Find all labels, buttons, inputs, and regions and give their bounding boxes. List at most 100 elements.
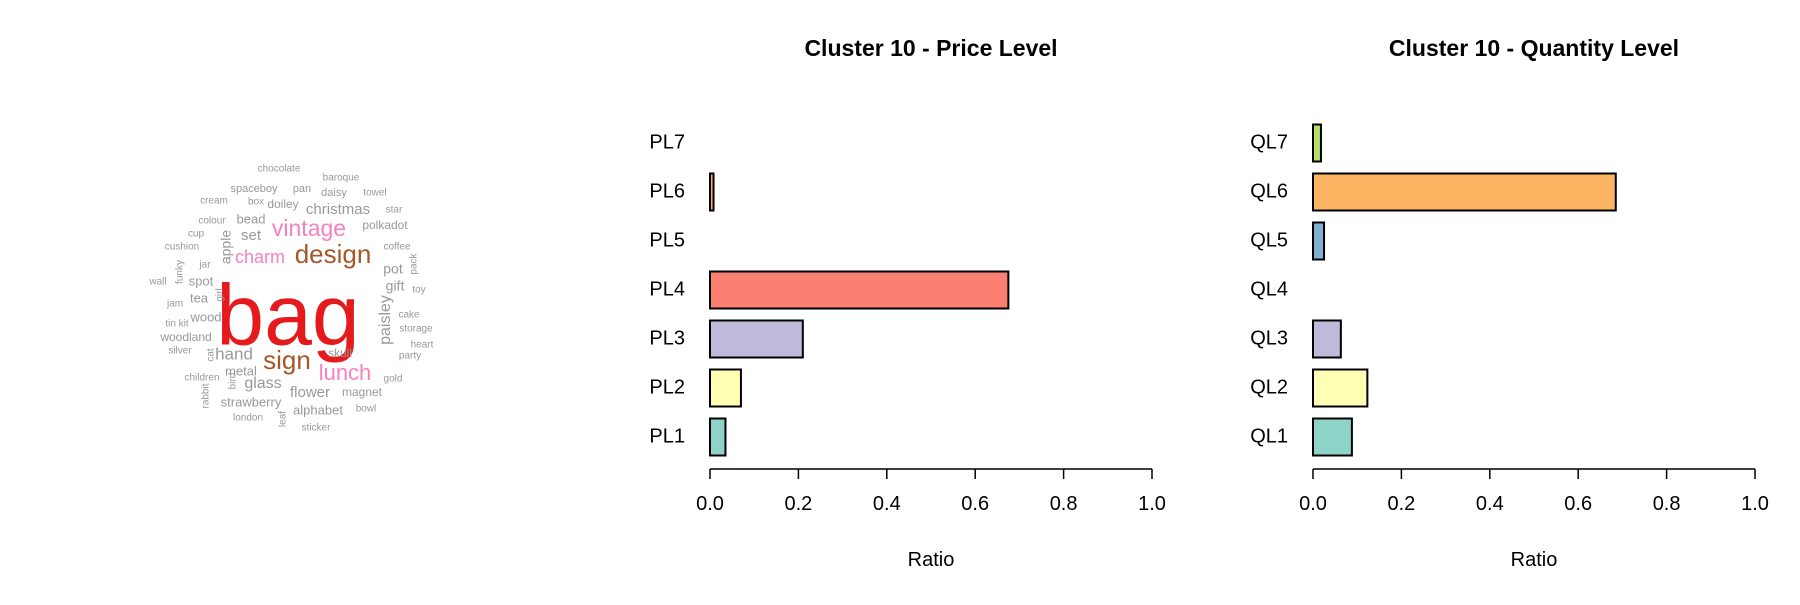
category-label-pl3: PL3: [649, 327, 685, 349]
word-cup: cup: [188, 229, 205, 240]
word-bowl: bowl: [356, 404, 377, 415]
word-daisy: daisy: [321, 187, 347, 199]
chart-title: Cluster 10 - Price Level: [804, 35, 1057, 61]
x-tick-label: 0.6: [1564, 493, 1592, 515]
word-design: design: [295, 239, 372, 269]
word-box: box: [248, 197, 264, 208]
word-apple: apple: [218, 230, 234, 264]
category-label-ql5: QL5: [1250, 229, 1288, 251]
word-strawberry: strawberry: [221, 394, 282, 409]
bar-ql6: [1312, 172, 1617, 212]
word-sticker: sticker: [302, 423, 332, 434]
x-tick-label: 0.0: [696, 493, 724, 515]
category-label-pl1: PL1: [649, 425, 685, 447]
word-gold: gold: [384, 374, 403, 385]
bar-pl4: [709, 270, 1010, 310]
category-label-pl2: PL2: [649, 376, 685, 398]
word-skull: skull: [328, 346, 352, 360]
category-label-pl7: PL7: [649, 131, 685, 153]
word-bird: bird: [228, 373, 239, 390]
x-tick-label: 0.2: [1387, 493, 1415, 515]
word-storage: storage: [399, 324, 433, 335]
word-set: set: [241, 227, 262, 244]
word-colour: colour: [198, 216, 226, 227]
word-cat: cat: [206, 348, 217, 362]
word-flower: flower: [290, 384, 330, 401]
x-tick-label: 1.0: [1741, 493, 1769, 515]
x-axis-label: Ratio: [908, 549, 955, 571]
word-bead: bead: [237, 211, 266, 226]
word-lunch: lunch: [319, 360, 372, 385]
category-label-pl5: PL5: [649, 229, 685, 251]
bar-charts: Cluster 10 - Price Level PL1 PL2 PL3 PL4 PL5 P…: [600, 0, 1800, 600]
category-label-ql2: QL2: [1250, 376, 1288, 398]
word-london: london: [233, 413, 263, 424]
word-spot: spot: [189, 273, 214, 288]
x-tick-label: 0.4: [1476, 493, 1504, 515]
bar-pl1: [709, 417, 727, 457]
x-tick-label: 0.8: [1653, 493, 1681, 515]
x-tick-label: 0.2: [784, 493, 812, 515]
x-tick-label: 0.4: [873, 493, 901, 515]
word-funky: funky: [175, 260, 186, 284]
word-sign: sign: [263, 345, 311, 375]
word-cake: cake: [398, 310, 420, 321]
x-tick-label: 1.0: [1138, 493, 1166, 515]
bar-ql7: [1312, 123, 1322, 163]
bar-pl3: [709, 319, 804, 359]
category-label-ql6: QL6: [1250, 180, 1288, 202]
word-magnet: magnet: [342, 385, 383, 399]
bar-charts-canvas: Cluster 10 - Price Level PL1 PL2 PL3 PL4 PL5 P…: [649, 35, 1769, 571]
word-tin-kit: tin kit: [165, 319, 189, 330]
word-hand: hand: [215, 344, 253, 363]
bar-pl2: [709, 368, 742, 408]
word-pot: pot: [383, 261, 403, 277]
word-towel: towel: [363, 188, 386, 199]
word-girl: girl: [215, 288, 226, 301]
word-toy: toy: [412, 285, 425, 296]
x-tick-label: 0.6: [961, 493, 989, 515]
word-wood: wood: [189, 309, 221, 324]
bar-ql2: [1312, 368, 1369, 408]
x-tick-label: 0.0: [1299, 493, 1327, 515]
bar-ql3: [1312, 319, 1342, 359]
word-coffee: coffee: [383, 242, 410, 253]
word-baroque: baroque: [323, 173, 360, 184]
x-tick-label: 0.8: [1050, 493, 1078, 515]
word-glass: glass: [244, 375, 281, 392]
word-cloud: bag design sign vintage lunch charm paisley han…: [0, 0, 600, 600]
bar-chart-2: Cluster 10 - Quantity Level QL1 QL2 QL3 QL4 Q…: [1250, 35, 1769, 571]
word-wall: wall: [148, 277, 166, 288]
word-doiley: doiley: [267, 197, 298, 211]
word-cream: cream: [200, 196, 228, 207]
category-label-pl6: PL6: [649, 180, 685, 202]
word-rabbit: rabbit: [201, 383, 212, 408]
word-alphabet: alphabet: [293, 402, 343, 417]
word-spaceboy: spaceboy: [230, 183, 278, 195]
word-pack: pack: [409, 252, 420, 274]
word-chocolate: chocolate: [258, 164, 301, 175]
category-label-ql7: QL7: [1250, 131, 1288, 153]
x-axis-label: Ratio: [1511, 549, 1558, 571]
chart-title: Cluster 10 - Quantity Level: [1389, 35, 1679, 61]
word-cushion: cushion: [165, 242, 199, 253]
bar-ql1: [1312, 417, 1353, 457]
bar-pl6: [709, 172, 715, 212]
word-leaf: leaf: [278, 411, 289, 427]
word-bag: bag: [216, 268, 360, 364]
category-label-ql4: QL4: [1250, 278, 1288, 300]
word-paisley: paisley: [377, 295, 394, 345]
word-children: children: [184, 373, 219, 384]
word-charm: charm: [235, 247, 285, 267]
word-pan: pan: [293, 183, 311, 195]
bar-ql5: [1312, 221, 1326, 261]
category-label-ql3: QL3: [1250, 327, 1288, 349]
word-heart: heart: [411, 340, 434, 351]
word-gift: gift: [386, 278, 405, 294]
word-woodland: woodland: [159, 330, 211, 344]
bar-chart-1: Cluster 10 - Price Level PL1 PL2 PL3 PL4 PL5 P…: [649, 35, 1166, 571]
category-label-ql1: QL1: [1250, 425, 1288, 447]
word-vintage: vintage: [272, 215, 346, 241]
word-silver: silver: [168, 346, 192, 357]
